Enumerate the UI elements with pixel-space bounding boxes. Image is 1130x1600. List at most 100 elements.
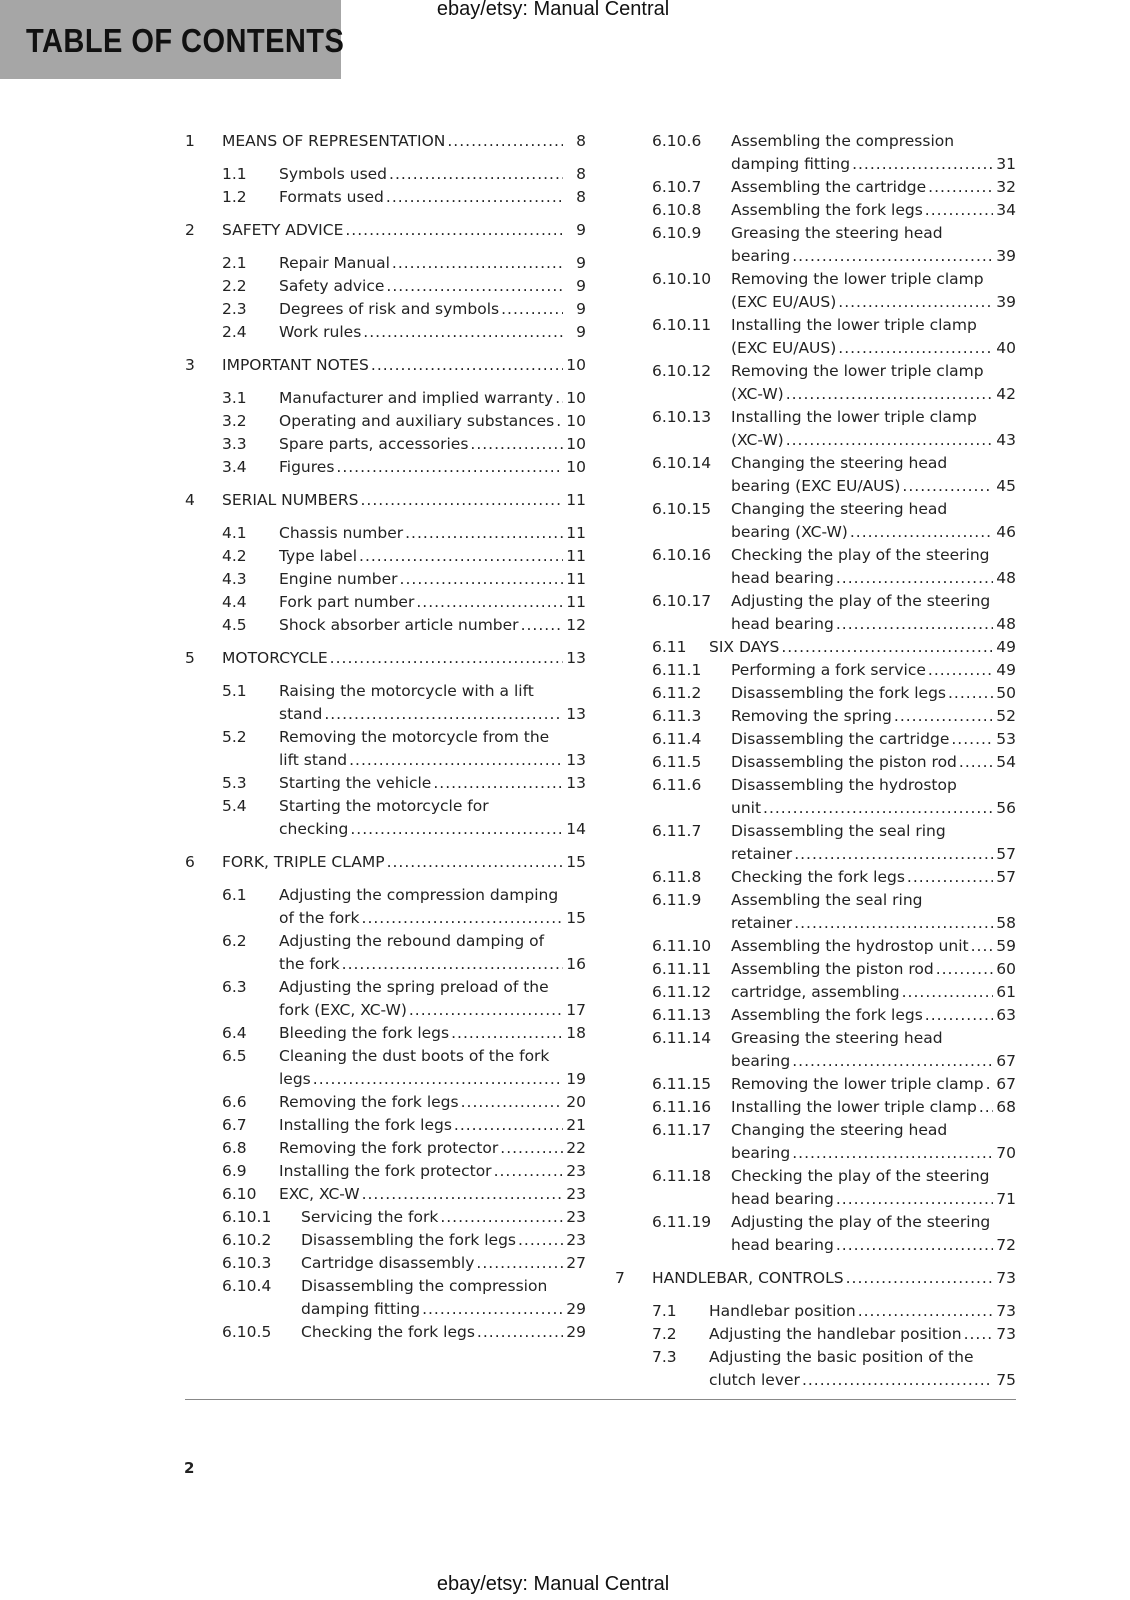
- page-ref[interactable]: 61: [996, 983, 1016, 1001]
- toc-entry[interactable]: 6.1 Adjusting the compression damping of t…: [185, 884, 586, 930]
- page-ref[interactable]: 23: [566, 1208, 586, 1226]
- toc-entry[interactable]: 6.9 Installing the fork protector 23: [185, 1160, 586, 1183]
- page-ref[interactable]: 20: [566, 1093, 586, 1111]
- toc-entry[interactable]: 6.10.13 Installing the lower triple clamp…: [615, 406, 1016, 452]
- toc-entry[interactable]: 6.11.9 Assembling the seal ring retainer 58: [615, 889, 1016, 935]
- page-ref[interactable]: 67: [996, 1052, 1016, 1070]
- toc-entry[interactable]: 7.2 Adjusting the handlebar position 73: [615, 1323, 1016, 1346]
- page-ref[interactable]: 9: [576, 221, 586, 239]
- page-ref[interactable]: 11: [566, 491, 586, 509]
- toc-entry[interactable]: 2.1 Repair Manual 9: [185, 252, 586, 275]
- toc-entry[interactable]: 6.11.16 Installing the lower triple clamp…: [615, 1096, 1016, 1119]
- toc-entry[interactable]: 6.10.6 Assembling the compression damping …: [615, 130, 1016, 176]
- page-ref[interactable]: 29: [566, 1300, 586, 1318]
- page-ref[interactable]: 11: [566, 547, 586, 565]
- toc-entry[interactable]: 6.10 EXC, XC-W 23: [185, 1183, 586, 1206]
- page-ref[interactable]: 39: [996, 247, 1016, 265]
- toc-entry[interactable]: 6.11.18 Checking the play of the steering…: [615, 1165, 1016, 1211]
- page-ref[interactable]: 21: [566, 1116, 586, 1134]
- page-ref[interactable]: 13: [566, 774, 586, 792]
- page-ref[interactable]: 68: [996, 1098, 1016, 1116]
- toc-entry[interactable]: 7 HANDLEBAR, CONTROLS 73: [615, 1267, 1016, 1290]
- toc-entry[interactable]: 1.1 Symbols used 8: [185, 163, 586, 186]
- page-ref[interactable]: 72: [996, 1236, 1016, 1254]
- toc-entry[interactable]: 2.3 Degrees of risk and symbols 9: [185, 298, 586, 321]
- toc-entry[interactable]: 3.4 Figures 10: [185, 456, 586, 479]
- page-ref[interactable]: 8: [576, 132, 586, 150]
- toc-entry[interactable]: 6.11.4 Disassembling the cartridge 53: [615, 728, 1016, 751]
- page-ref[interactable]: 10: [566, 412, 586, 430]
- page-ref[interactable]: 60: [996, 960, 1016, 978]
- page-ref[interactable]: 10: [566, 356, 586, 374]
- toc-entry[interactable]: 6.11.6 Disassembling the hydrostop unit 56: [615, 774, 1016, 820]
- toc-entry[interactable]: 6.3 Adjusting the spring preload of the fo…: [185, 976, 586, 1022]
- toc-entry[interactable]: 5.4 Starting the motorcycle for checking 14: [185, 795, 586, 841]
- page-ref[interactable]: 27: [566, 1254, 586, 1272]
- toc-entry[interactable]: 6.10.11 Installing the lower triple clamp…: [615, 314, 1016, 360]
- page-ref[interactable]: 9: [576, 254, 586, 272]
- toc-entry[interactable]: 6.7 Installing the fork legs 21: [185, 1114, 586, 1137]
- page-ref[interactable]: 73: [996, 1325, 1016, 1343]
- toc-entry[interactable]: 2.4 Work rules 9: [185, 321, 586, 344]
- page-ref[interactable]: 46: [996, 523, 1016, 541]
- page-ref[interactable]: 13: [566, 751, 586, 769]
- toc-entry[interactable]: 6 FORK, TRIPLE CLAMP 15: [185, 851, 586, 874]
- page-ref[interactable]: 31: [996, 155, 1016, 173]
- page-ref[interactable]: 10: [566, 458, 586, 476]
- page-ref[interactable]: 9: [576, 300, 586, 318]
- toc-entry[interactable]: 4 SERIAL NUMBERS 11: [185, 489, 586, 512]
- page-ref[interactable]: 43: [996, 431, 1016, 449]
- page-ref[interactable]: 56: [996, 799, 1016, 817]
- page-ref[interactable]: 49: [996, 638, 1016, 656]
- toc-entry[interactable]: 6.10.14 Changing the steering head bearing…: [615, 452, 1016, 498]
- toc-entry[interactable]: 6.11.13 Assembling the fork legs 63: [615, 1004, 1016, 1027]
- toc-entry[interactable]: 6.2 Adjusting the rebound damping of the f…: [185, 930, 586, 976]
- toc-entry[interactable]: 6.11.8 Checking the fork legs 57: [615, 866, 1016, 889]
- page-ref[interactable]: 29: [566, 1323, 586, 1341]
- page-ref[interactable]: 42: [996, 385, 1016, 403]
- toc-entry[interactable]: 4.3 Engine number 11: [185, 568, 586, 591]
- page-ref[interactable]: 40: [996, 339, 1016, 357]
- page-ref[interactable]: 18: [566, 1024, 586, 1042]
- page-ref[interactable]: 23: [566, 1231, 586, 1249]
- page-ref[interactable]: 13: [566, 649, 586, 667]
- toc-entry[interactable]: 6.11.7 Disassembling the seal ring retaine…: [615, 820, 1016, 866]
- toc-entry[interactable]: 6.10.1 Servicing the fork 23: [185, 1206, 586, 1229]
- toc-entry[interactable]: 6.11 SIX DAYS 49: [615, 636, 1016, 659]
- toc-entry[interactable]: 3 IMPORTANT NOTES 10: [185, 354, 586, 377]
- page-ref[interactable]: 75: [996, 1371, 1016, 1389]
- page-ref[interactable]: 10: [566, 389, 586, 407]
- page-ref[interactable]: 14: [566, 820, 586, 838]
- toc-entry[interactable]: 3.3 Spare parts, accessories 10: [185, 433, 586, 456]
- toc-entry[interactable]: 3.2 Operating and auxiliary substances 10: [185, 410, 586, 433]
- toc-entry[interactable]: 6.10.3 Cartridge disassembly 27: [185, 1252, 586, 1275]
- toc-entry[interactable]: 6.10.2 Disassembling the fork legs 23: [185, 1229, 586, 1252]
- toc-entry[interactable]: 2 SAFETY ADVICE 9: [185, 219, 586, 242]
- page-ref[interactable]: 13: [566, 705, 586, 723]
- toc-entry[interactable]: 4.4 Fork part number 11: [185, 591, 586, 614]
- toc-entry[interactable]: 6.11.10 Assembling the hydrostop unit 59: [615, 935, 1016, 958]
- page-ref[interactable]: 34: [996, 201, 1016, 219]
- page-ref[interactable]: 19: [566, 1070, 586, 1088]
- toc-entry[interactable]: 6.11.12 cartridge, assembling 61: [615, 981, 1016, 1004]
- toc-entry[interactable]: 6.5 Cleaning the dust boots of the fork le…: [185, 1045, 586, 1091]
- page-ref[interactable]: 10: [566, 435, 586, 453]
- page-ref[interactable]: 49: [996, 661, 1016, 679]
- toc-entry[interactable]: 6.11.5 Disassembling the piston rod 54: [615, 751, 1016, 774]
- toc-entry[interactable]: 6.10.17 Adjusting the play of the steerin…: [615, 590, 1016, 636]
- toc-entry[interactable]: 7.3 Adjusting the basic position of the cl…: [615, 1346, 1016, 1392]
- toc-entry[interactable]: 6.10.4 Disassembling the compression dampi…: [185, 1275, 586, 1321]
- toc-entry[interactable]: 6.11.3 Removing the spring 52: [615, 705, 1016, 728]
- toc-entry[interactable]: 6.10.12 Removing the lower triple clamp (X…: [615, 360, 1016, 406]
- toc-entry[interactable]: 6.8 Removing the fork protector 22: [185, 1137, 586, 1160]
- toc-entry[interactable]: 6.10.5 Checking the fork legs 29: [185, 1321, 586, 1344]
- page-ref[interactable]: 54: [996, 753, 1016, 771]
- toc-entry[interactable]: 6.11.11 Assembling the piston rod 60: [615, 958, 1016, 981]
- page-ref[interactable]: 63: [996, 1006, 1016, 1024]
- toc-entry[interactable]: 2.2 Safety advice 9: [185, 275, 586, 298]
- page-ref[interactable]: 70: [996, 1144, 1016, 1162]
- page-ref[interactable]: 15: [566, 909, 586, 927]
- toc-entry[interactable]: 4.1 Chassis number 11: [185, 522, 586, 545]
- toc-entry[interactable]: 6.10.16 Checking the play of the steering…: [615, 544, 1016, 590]
- page-ref[interactable]: 57: [996, 845, 1016, 863]
